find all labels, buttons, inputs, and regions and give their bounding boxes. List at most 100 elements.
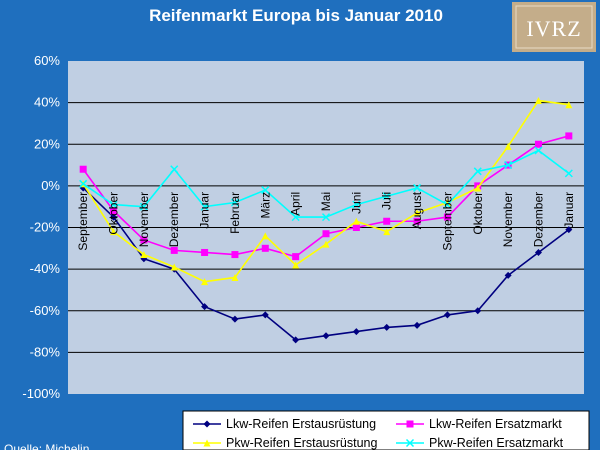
data-point [231,315,239,323]
x-tick-label: Juli [380,192,394,210]
gridlines [68,102,584,353]
data-point [110,213,118,221]
data-point [352,217,360,225]
logo-text: IVRZ [526,16,581,41]
data-point [79,165,87,173]
data-point [291,213,300,222]
data-point [230,198,239,207]
source-note: Quelle: Michelin [4,442,89,450]
data-point [261,311,269,319]
data-point [534,248,542,256]
x-tick-label: September [440,192,454,251]
data-point [200,202,209,211]
data-point [109,200,118,209]
x-tick-label: Januar [198,192,212,229]
data-point [443,311,451,319]
legend-label: Pkw-Reifen Erstausrüstung [226,436,378,450]
data-point [504,161,513,170]
data-point [321,213,331,222]
legend-label: Lkw-Reifen Erstausrüstung [226,417,376,431]
data-point [564,169,573,178]
x-tick-label: März [258,192,272,219]
x-axis-ticks: September Oktober November Dezember Januar Fe… [76,191,576,250]
data-point [352,200,361,209]
data-point [170,165,179,174]
x-tick-label: November [501,192,515,247]
y-tick-label: -80% [30,344,61,359]
chart-title: Reifenmarkt Europa bis Januar 2010 [149,6,443,25]
data-point [504,142,512,150]
x-tick-label: Dezember [167,192,181,247]
x-tick-label: Februar [228,192,242,234]
y-axis-ticks: 60% 40% 20% 0% -20% -40% -60% -80% -100% [22,53,60,401]
data-point [413,209,421,217]
data-point [292,336,300,344]
data-point [140,251,148,259]
data-point [231,251,239,259]
legend-item: Lkw-Reifen Erstausrüstung [193,417,376,431]
logo-frame [515,5,593,49]
series-pkw-reifen-erstausruestung [79,97,573,286]
x-tick-label: Januar [562,192,576,229]
x-tick-label: April [289,192,303,216]
data-point [110,207,118,215]
data-point [322,332,330,340]
data-point [170,246,178,254]
data-point [443,213,451,221]
data-point [139,202,148,211]
data-point [383,323,391,331]
x-tick-label: September [76,192,90,251]
y-tick-label: -100% [22,386,60,401]
y-tick-label: -20% [30,220,61,235]
data-point [201,303,209,311]
data-point [473,167,482,176]
legend-marker [405,438,415,448]
data-point [140,236,148,244]
y-tick-label: -40% [30,261,61,276]
data-point [413,321,421,329]
x-tick-label: November [137,192,151,247]
data-point [261,232,269,240]
series-lines [79,97,573,344]
logo: IVRZ [512,2,596,52]
series-pkw-reifen-ersatzmarkt [79,146,573,222]
data-point [413,217,421,225]
data-point [474,184,482,192]
x-tick-label: Dezember [531,192,545,247]
x-tick-label: Oktober [107,192,121,235]
data-point [534,140,542,148]
data-point [261,186,270,195]
data-point [79,179,88,188]
data-point [565,226,573,234]
data-point [322,230,330,238]
y-tick-label: 40% [34,95,60,110]
legend-marker [203,439,211,447]
data-point [170,263,178,271]
data-point [292,261,300,269]
logo-background [512,2,596,52]
data-point [383,217,391,225]
data-point [322,240,330,248]
data-point [261,244,269,252]
legend: Lkw-Reifen Erstausrüstung Lkw-Reifen Ersa… [182,410,590,450]
data-point [565,132,573,140]
data-point [382,192,391,201]
x-tick-label: Oktober [471,192,485,235]
x-tick-label: August [410,191,424,229]
data-point [110,228,118,236]
x-tick-label: Mai [319,192,333,211]
data-point [504,271,512,279]
data-point [352,224,360,231]
y-tick-label: -60% [30,303,61,318]
data-point [565,101,573,109]
data-point [534,97,542,105]
y-tick-label: 60% [34,53,60,68]
legend-marker [406,420,414,428]
data-point [231,273,239,281]
legend-item: Lkw-Reifen Ersatzmarkt [396,417,562,431]
legend-label: Lkw-Reifen Ersatzmarkt [429,417,562,431]
legend-marker [203,420,211,428]
y-tick-label: 0% [41,178,60,193]
